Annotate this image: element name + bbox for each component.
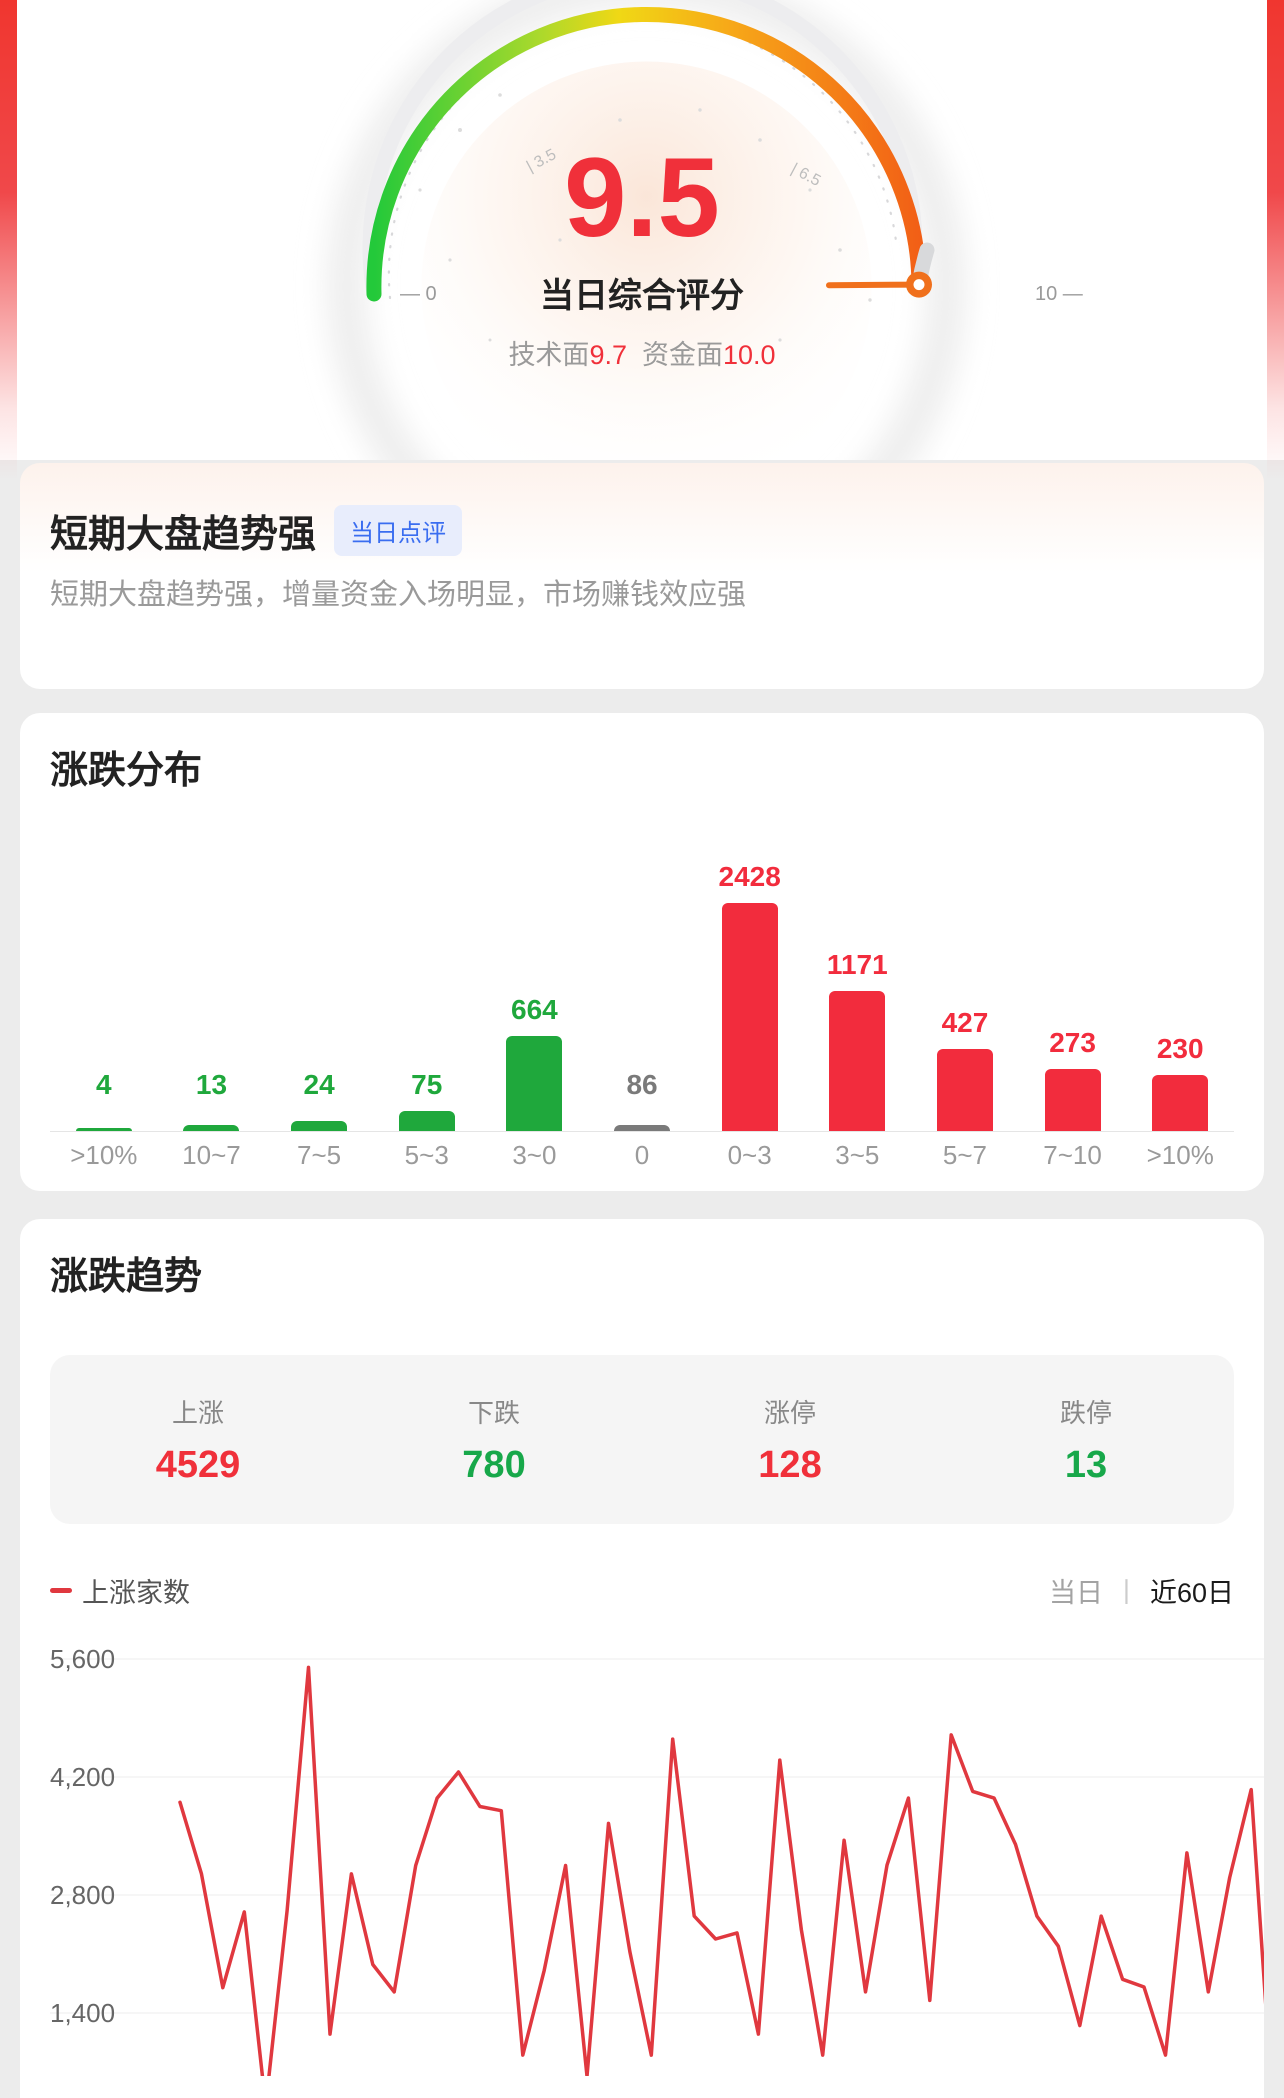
svg-text:1,400: 1,400 — [50, 1998, 115, 2028]
svg-text:5,600: 5,600 — [50, 1646, 115, 1674]
svg-text:4,200: 4,200 — [50, 1762, 115, 1792]
svg-text:2,800: 2,800 — [50, 1880, 115, 1910]
